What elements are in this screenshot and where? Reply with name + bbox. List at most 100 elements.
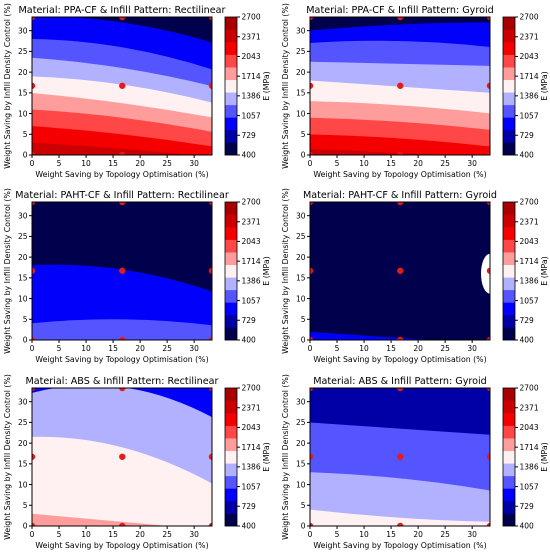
contour-band xyxy=(32,436,212,526)
contour-gap xyxy=(481,253,490,294)
colorbar-tick-label: 729 xyxy=(242,131,257,140)
colorbar-swatch xyxy=(503,42,515,55)
colorbar-swatch xyxy=(503,425,515,439)
colorbar: 400 729 1057 1386 1714 2043 2371 2700 E (MPa) xyxy=(224,13,271,160)
colorbar-tick-label: 2700 xyxy=(520,13,539,22)
colorbar-swatch xyxy=(503,302,515,316)
colorbar-tick-label: 2371 xyxy=(520,217,539,226)
sample-point xyxy=(397,522,404,526)
y-tick-label: 0 xyxy=(23,151,28,160)
colorbar-swatch xyxy=(503,438,515,452)
colorbar-swatch xyxy=(225,29,237,43)
y-axis-label: Weight Saving by Infill Density Control … xyxy=(3,3,12,169)
colorbar-tick-label: 1714 xyxy=(520,257,539,266)
colorbar-tick-label: 2043 xyxy=(242,52,261,61)
y-axis-label: Weight Saving by Infill Density Control … xyxy=(3,188,12,354)
colorbar: 400 729 1057 1386 1714 2043 2371 2700 E (MPa) xyxy=(502,13,549,160)
colorbar-swatch xyxy=(225,388,237,401)
panel-title: Material: PPA-CF & Infill Pattern: Gyroi… xyxy=(306,5,493,16)
sample-point xyxy=(119,151,126,155)
colorbar: 400 729 1057 1386 1714 2043 2371 2700 E (MPa) xyxy=(502,198,549,345)
panel-title: Material: PPA-CF & Infill Pattern: Recti… xyxy=(19,5,226,16)
y-tick-label: 30 xyxy=(296,397,306,406)
colorbar-frame xyxy=(224,201,238,341)
sample-point xyxy=(32,17,36,21)
colorbar-tick-label: 2371 xyxy=(520,32,539,41)
y-tick-label: 10 xyxy=(18,109,28,118)
y-tick-label: 10 xyxy=(18,294,28,303)
x-axis-label: Weight Saving by Topology Optimisation (… xyxy=(313,541,486,550)
sample-point xyxy=(310,17,314,21)
colorbar-swatch xyxy=(225,327,237,341)
x-tick-label: 15 xyxy=(108,530,118,539)
panel-title: Material: ABS & Infill Pattern: Rectilin… xyxy=(25,376,218,387)
colorbar-tick-label: 2700 xyxy=(520,198,539,207)
x-tick-label: 25 xyxy=(162,344,172,353)
panel-2: 0 5 10 15 20 25 30 0 5 10 15 20 25 30 Weight Saving by… xyxy=(281,3,549,179)
plot-frame xyxy=(309,16,491,156)
colorbar-swatch xyxy=(225,413,237,426)
y-tick-label: 15 xyxy=(296,89,306,98)
contour-band xyxy=(310,472,490,526)
colorbar-swatch xyxy=(503,252,515,266)
sample-point xyxy=(208,151,212,155)
x-tick-label: 0 xyxy=(308,530,313,539)
sample-point xyxy=(119,336,126,340)
x-tick-label: 10 xyxy=(81,159,91,168)
x-tick-label: 25 xyxy=(440,530,450,539)
y-axis-label: Weight Saving by Infill Density Control … xyxy=(3,374,12,540)
sample-point xyxy=(32,388,36,392)
colorbar-tick-label: 400 xyxy=(520,336,535,345)
colorbar-swatch xyxy=(225,500,237,514)
colorbar-tick-label: 1057 xyxy=(242,482,261,491)
sample-point xyxy=(310,522,314,526)
y-tick-label: 5 xyxy=(301,315,306,324)
contour-band xyxy=(310,134,490,155)
sample-point xyxy=(208,267,212,274)
colorbar-tick-label: 2043 xyxy=(242,423,261,432)
sample-point xyxy=(208,522,212,526)
panel-5: 0 5 10 15 20 25 30 0 5 10 15 20 25 30 Weight Saving by… xyxy=(3,374,271,550)
colorbar-tick-label: 1386 xyxy=(242,463,261,472)
colorbar: 400 729 1057 1386 1714 2043 2371 2700 E (MPa) xyxy=(224,198,271,345)
x-tick-label: 30 xyxy=(467,159,477,168)
colorbar-swatch xyxy=(503,400,515,414)
y-axis-label: Weight Saving by Infill Density Control … xyxy=(281,374,290,540)
sample-point xyxy=(486,267,490,274)
x-tick-label: 25 xyxy=(162,530,172,539)
y-tick-label: 0 xyxy=(301,336,306,345)
colorbar-swatch xyxy=(225,202,237,215)
colorbar-label: E (MPa) xyxy=(540,256,549,285)
y-tick-label: 30 xyxy=(18,211,28,220)
plot-frame xyxy=(31,16,213,156)
colorbar-tick-label: 2043 xyxy=(520,52,539,61)
colorbar-tick-label: 2700 xyxy=(242,13,261,22)
colorbar-tick-label: 1386 xyxy=(520,463,539,472)
colorbar-swatch xyxy=(225,302,237,316)
x-axis-label: Weight Saving by Topology Optimisation (… xyxy=(313,355,486,364)
sample-point xyxy=(397,453,404,460)
x-tick-label: 30 xyxy=(189,530,199,539)
colorbar-tick-label: 729 xyxy=(520,131,535,140)
colorbar-swatch xyxy=(225,450,237,464)
colorbar-swatch xyxy=(503,117,515,131)
x-tick-label: 20 xyxy=(135,344,145,353)
x-tick-label: 25 xyxy=(162,159,172,168)
colorbar-label: E (MPa) xyxy=(262,256,271,285)
sample-point xyxy=(397,267,404,274)
y-tick-label: 25 xyxy=(296,47,306,56)
colorbar-tick-label: 1714 xyxy=(520,72,539,81)
colorbar-tick-label: 1386 xyxy=(520,92,539,101)
x-tick-label: 15 xyxy=(386,344,396,353)
colorbar-swatch xyxy=(503,264,515,278)
colorbar-tick-label: 1057 xyxy=(520,111,539,120)
colorbar-tick-label: 400 xyxy=(242,336,257,345)
panel-6: 0 5 10 15 20 25 30 0 5 10 15 20 25 30 Weight Saving by… xyxy=(281,374,549,550)
x-axis-label: Weight Saving by Topology Optimisation (… xyxy=(313,170,486,179)
colorbar-swatch xyxy=(225,129,237,143)
sample-point xyxy=(32,151,36,155)
colorbar-tick-label: 400 xyxy=(242,522,257,531)
y-tick-label: 25 xyxy=(296,232,306,241)
x-axis-label: Weight Saving by Topology Optimisation (… xyxy=(35,170,208,179)
sample-point xyxy=(208,202,212,206)
